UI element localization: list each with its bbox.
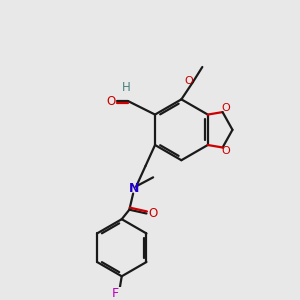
Text: O: O [184,76,194,86]
Text: H: H [122,81,131,94]
Text: N: N [129,182,139,195]
Text: O: O [221,146,230,156]
Text: F: F [112,287,118,300]
Text: O: O [148,207,158,220]
Text: O: O [221,103,230,113]
Text: O: O [107,95,116,108]
